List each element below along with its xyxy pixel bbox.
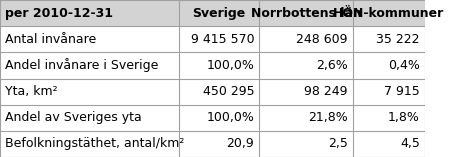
Text: Sverige: Sverige: [192, 7, 245, 20]
Text: 9 415 570: 9 415 570: [191, 33, 254, 46]
Text: Andel invånare i Sverige: Andel invånare i Sverige: [5, 58, 158, 72]
Text: 35 222: 35 222: [377, 33, 420, 46]
Bar: [0, 0, 425, 26]
Text: 4,5: 4,5: [400, 137, 420, 150]
Text: 2,6%: 2,6%: [316, 59, 348, 72]
Text: 1,8%: 1,8%: [388, 111, 420, 124]
Text: Yta, km²: Yta, km²: [5, 85, 58, 98]
Text: 21,8%: 21,8%: [308, 111, 348, 124]
Text: 7 915: 7 915: [384, 85, 420, 98]
Text: per 2010-12-31: per 2010-12-31: [5, 7, 113, 20]
Text: 0,4%: 0,4%: [388, 59, 420, 72]
Text: Norrbottens län: Norrbottens län: [251, 7, 362, 20]
Text: HÖN-kommuner: HÖN-kommuner: [333, 7, 445, 20]
Text: Befolkningstäthet, antal/km²: Befolkningstäthet, antal/km²: [5, 137, 184, 150]
Text: 100,0%: 100,0%: [206, 111, 254, 124]
Text: 2,5: 2,5: [328, 137, 348, 150]
Text: 100,0%: 100,0%: [206, 59, 254, 72]
Text: 450 295: 450 295: [202, 85, 254, 98]
Text: 20,9: 20,9: [226, 137, 254, 150]
Text: Antal invånare: Antal invånare: [5, 33, 97, 46]
Text: Andel av Sveriges yta: Andel av Sveriges yta: [5, 111, 142, 124]
Text: 98 249: 98 249: [304, 85, 348, 98]
Text: 248 609: 248 609: [296, 33, 348, 46]
